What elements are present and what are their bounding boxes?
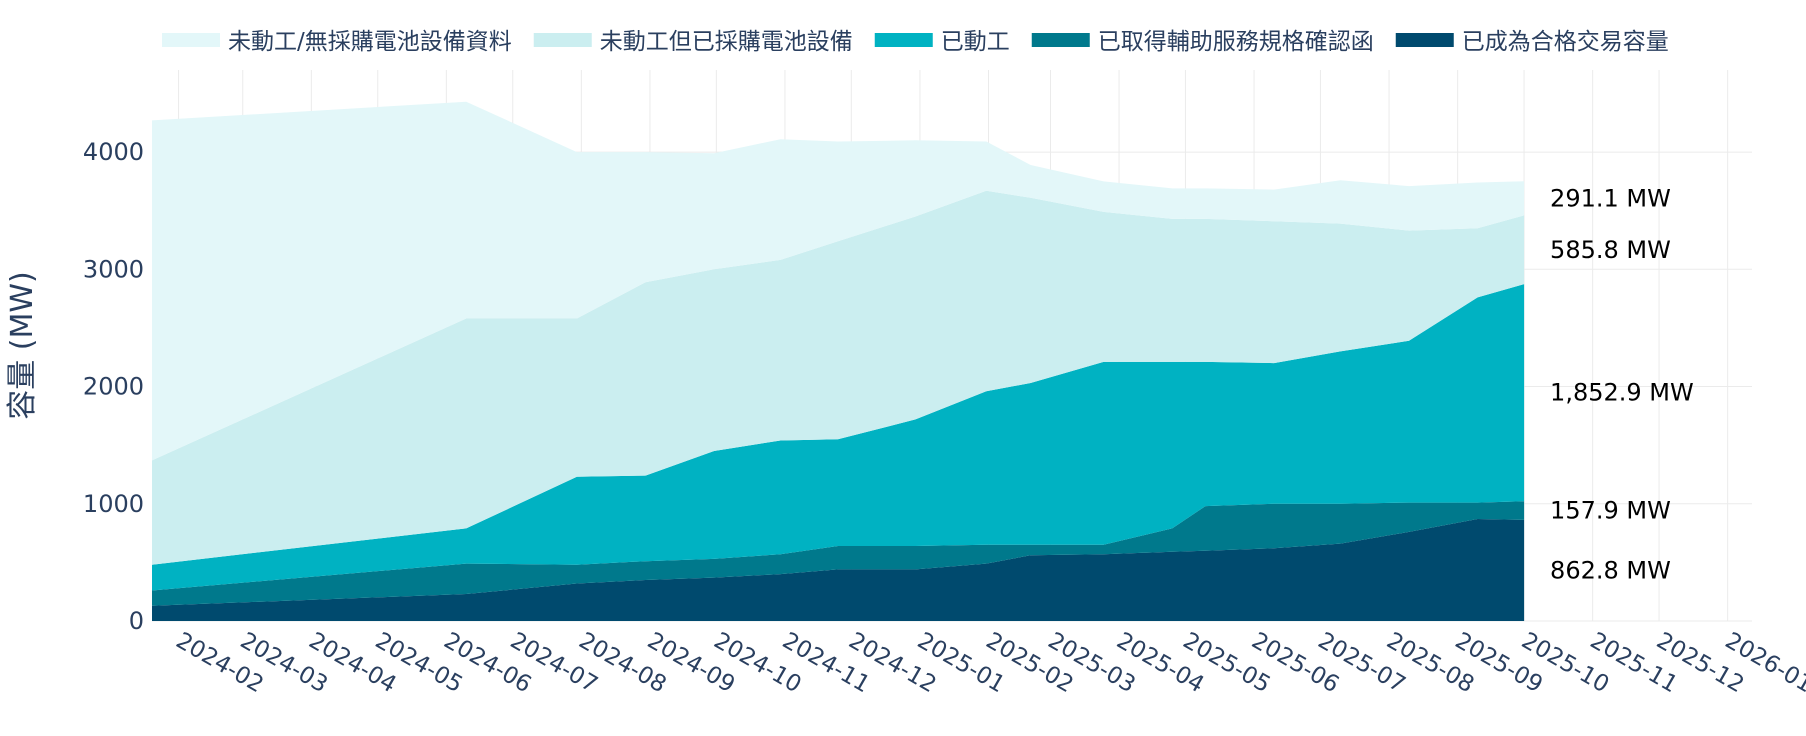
legend-label: 未動工/無採購電池設備資料 xyxy=(228,29,512,55)
y-tick-label: 4000 xyxy=(83,138,144,166)
end-labels: 291.1 MW 585.8 MW 1,852.9 MW 157.9 MW 862.8 … xyxy=(1550,184,1694,584)
legend-swatch xyxy=(1395,33,1454,47)
legend-swatch xyxy=(162,33,220,47)
legend: 未動工/無採購電池設備資料 未動工但已採購電池設備 已動工 已取得輔助服務規格確認函 已… xyxy=(162,29,1669,55)
legend-label: 未動工但已採購電池設備 xyxy=(600,29,853,55)
legend-swatch xyxy=(533,33,592,47)
end-label: 157.9 MW xyxy=(1550,497,1671,525)
y-tick-label: 1000 xyxy=(83,490,144,518)
areas xyxy=(152,101,1525,621)
y-tick-labels: 0 1000 2000 3000 4000 xyxy=(83,138,144,635)
y-axis-label: 容量 (MW) xyxy=(5,271,40,420)
end-label: 1,852.9 MW xyxy=(1550,379,1694,407)
legend-label: 已動工 xyxy=(941,29,1010,55)
y-tick-label: 2000 xyxy=(83,373,144,401)
legend-label: 已取得輔助服務規格確認函 xyxy=(1098,29,1374,55)
area-series-1 xyxy=(152,519,1525,621)
area-series-5 xyxy=(152,101,1525,461)
area-series-4 xyxy=(152,190,1525,565)
area-series-3 xyxy=(152,284,1525,591)
legend-swatch xyxy=(874,33,933,47)
end-label: 862.8 MW xyxy=(1550,556,1671,584)
end-label: 585.8 MW xyxy=(1550,236,1671,264)
y-tick-label: 3000 xyxy=(83,255,144,283)
x-tick-labels: 2024-022024-032024-042024-052024-062024-… xyxy=(172,628,1806,699)
area-series-2 xyxy=(152,501,1525,606)
end-label: 291.1 MW xyxy=(1550,184,1671,212)
legend-label: 已成為合格交易容量 xyxy=(1462,29,1669,55)
y-tick-label: 0 xyxy=(129,607,144,635)
legend-swatch xyxy=(1031,33,1090,47)
